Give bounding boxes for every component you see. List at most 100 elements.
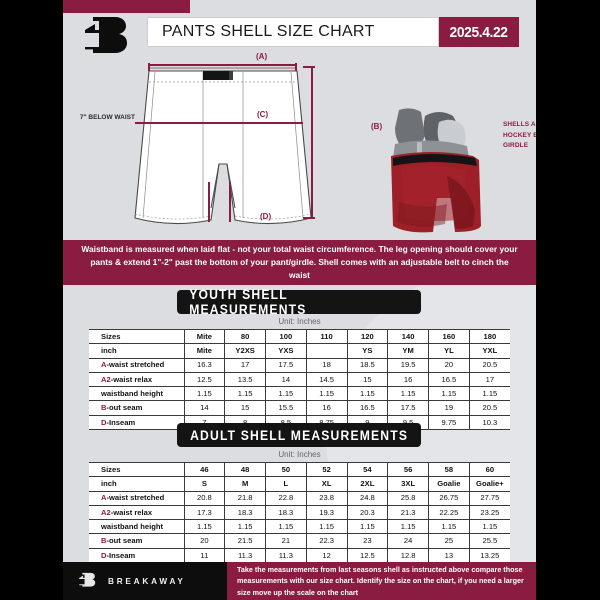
table-cell: 21 (265, 533, 307, 549)
table-cell: YS (346, 343, 389, 359)
footer-brand-block: BREAKAWAY (63, 562, 227, 600)
adult-measurements-table: Sizes 46 48 50 52 54 56 58 60 inch S M L XL 2XL 3XL Goal… (89, 461, 510, 564)
row-label: A-waist stretched (89, 490, 185, 506)
table-cell: 20.8 (183, 490, 226, 506)
table-cell: 13.5 (224, 371, 266, 388)
table-cell (305, 343, 348, 359)
row-label: B-out seam (89, 533, 185, 549)
row-label: inch (89, 343, 185, 359)
row-marker: A (101, 493, 107, 503)
table-cell: 14 (183, 400, 226, 416)
table-cell: 56 (387, 461, 429, 478)
youth-section-title: YOUTH SHELL MEASUREMENTS (177, 287, 421, 317)
table-cell: 21.5 (224, 533, 266, 549)
adult-table-body: Sizes 46 48 50 52 54 56 58 60 inch S M L XL 2XL 3XL Goal… (89, 461, 510, 564)
table-cell: 17.5 (265, 357, 307, 373)
table-cell: YL (428, 343, 470, 359)
table-cell: 22.8 (265, 490, 307, 506)
page-title-box: PANTS SHELL SIZE CHART (147, 17, 439, 47)
table-cell: 18 (305, 357, 348, 373)
table-cell: 23.8 (305, 490, 348, 506)
table-cell: Mite (183, 328, 226, 345)
measurement-note-band: Waistband is measured when laid flat - n… (63, 240, 536, 285)
table-cell: 23.25 (468, 504, 510, 521)
dim-tick-b-bottom (303, 217, 315, 219)
row-marker: D (101, 417, 107, 427)
table-cell: 10.3 (468, 414, 510, 431)
table-cell: 23 (346, 533, 389, 549)
table-cell: 15.5 (265, 400, 307, 416)
table-cell: 20.3 (346, 504, 389, 521)
table-cell: 46 (183, 461, 226, 478)
table-cell: YXS (265, 343, 307, 359)
table-cell: 9.75 (428, 414, 470, 431)
table-cell: 120 (346, 328, 389, 345)
photo-note-text: SHELLS ARE WORN OVER HOCKEY EQUIPMENT PA… (503, 121, 536, 150)
table-cell: 12 (305, 547, 348, 564)
table-cell: Y2XS (224, 343, 266, 359)
row-marker: D (101, 550, 107, 560)
table-cell: 18.3 (265, 504, 307, 521)
table-cell: 20 (428, 357, 470, 373)
youth-measurements-table: Sizes Mite 80 100 110 120 140 160 180 inch Mite Y2X… (89, 328, 510, 431)
table-cell: 16.5 (346, 400, 389, 416)
footer-instruction-text: Take the measurements from last seasons … (237, 564, 524, 597)
table-cell: 1.15 (346, 519, 389, 535)
table-cell: 25.5 (468, 533, 510, 549)
table-row: A2-waist relax 17.3 18.3 18.3 19.3 20.3 21.3 22… (89, 504, 510, 521)
table-cell: 1.15 (387, 519, 429, 535)
table-cell: 17 (224, 357, 266, 373)
measurement-note-text: Waistband is measured when laid flat - n… (81, 243, 518, 280)
table-cell: 1.15 (346, 386, 389, 402)
row-marker: B (101, 403, 107, 413)
youth-table: Sizes Mite 80 100 110 120 140 160 180 inch Mite Y2X… (89, 328, 510, 431)
row-label: D-Inseam (89, 414, 185, 431)
row-label: Sizes (89, 328, 185, 345)
table-row: B-out seam 20 21.5 21 22.3 23 24 25 25.5 (89, 533, 510, 549)
row-label: A-waist stretched (89, 357, 185, 373)
dim-line-a-shadow (148, 67, 296, 69)
table-cell: 54 (346, 461, 389, 478)
table-cell: 16.3 (183, 357, 226, 373)
row-label: inch (89, 476, 185, 492)
date-badge: 2025.4.22 (439, 17, 519, 47)
size-chart-page: PANTS SHELL SIZE CHART 2025.4.22 (63, 0, 536, 600)
row-label: A2-waist relax (89, 504, 185, 521)
table-cell: 27.75 (468, 490, 510, 506)
adult-table: Sizes 46 48 50 52 54 56 58 60 inch S M L XL 2XL 3XL Goal… (89, 461, 510, 564)
shorts-outline-illustration (134, 70, 312, 225)
table-cell: 24 (387, 533, 429, 549)
table-cell: 17 (468, 371, 510, 388)
table-row: inch Mite Y2XS YXS YS YM YL YXL (89, 343, 510, 359)
table-cell: 18.5 (346, 357, 389, 373)
table-cell: 1.15 (468, 519, 510, 535)
table-cell: 1.15 (428, 386, 470, 402)
table-cell: 3XL (387, 476, 429, 492)
measurement-diagram: (A) (B) (C) (D) 7" BELOW WAIST SHELLS AR… (63, 52, 536, 233)
table-cell: 80 (224, 328, 266, 345)
youth-table-body: Sizes Mite 80 100 110 120 140 160 180 inch Mite Y2X… (89, 328, 510, 431)
table-cell: 13 (428, 547, 470, 564)
product-photo (391, 108, 481, 233)
row-label: Sizes (89, 461, 185, 478)
table-cell: YM (387, 343, 429, 359)
row-marker: A2 (101, 507, 111, 517)
page-title: PANTS SHELL SIZE CHART (162, 23, 375, 40)
table-cell: 48 (224, 461, 266, 478)
table-cell: 1.15 (387, 386, 429, 402)
dim-tick-d-left (208, 182, 210, 222)
table-cell: 50 (265, 461, 307, 478)
table-cell: 1.15 (428, 519, 470, 535)
row-label: A2-waist relax (89, 371, 185, 388)
table-row: waistband height 1.15 1.15 1.15 1.15 1.15 1.15… (89, 519, 510, 535)
table-cell: 2XL (346, 476, 389, 492)
table-cell: 15 (346, 371, 389, 388)
row-label: B-out seam (89, 400, 185, 416)
footer-instruction-block: Take the measurements from last seasons … (227, 562, 536, 600)
dim-tick-a-left (148, 63, 150, 71)
table-cell: YXL (468, 343, 510, 359)
dim-label-b: (B) (371, 122, 383, 131)
table-cell: 16 (387, 371, 429, 388)
table-cell: 12.5 (346, 547, 389, 564)
table-cell: 1.15 (183, 519, 226, 535)
